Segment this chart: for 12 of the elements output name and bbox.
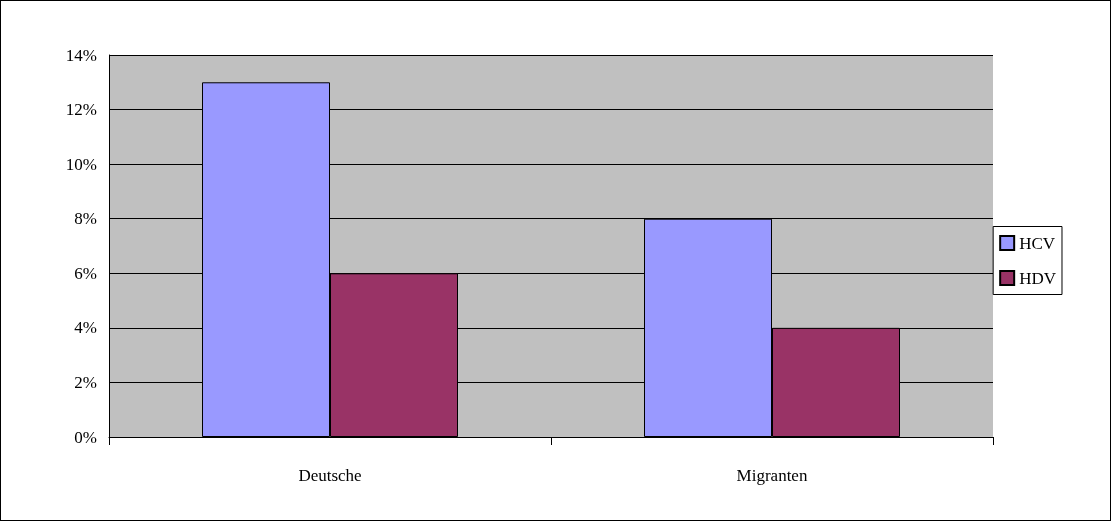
legend-label: HCV — [1019, 233, 1056, 253]
x-tick-label: Migranten — [736, 466, 808, 485]
y-tick-label: 8% — [74, 209, 97, 229]
y-tick-label: 0% — [74, 427, 97, 447]
y-tick-label: 6% — [74, 263, 97, 283]
x-tick-label: Deutsche — [298, 466, 362, 485]
y-tick-label: 4% — [74, 318, 97, 338]
legend-label: HDV — [1019, 268, 1057, 288]
y-tick-label: 14% — [65, 45, 97, 65]
y-tick-label: 12% — [65, 100, 97, 120]
y-tick-label: 2% — [74, 372, 97, 392]
y-tick-label: 10% — [65, 154, 97, 174]
